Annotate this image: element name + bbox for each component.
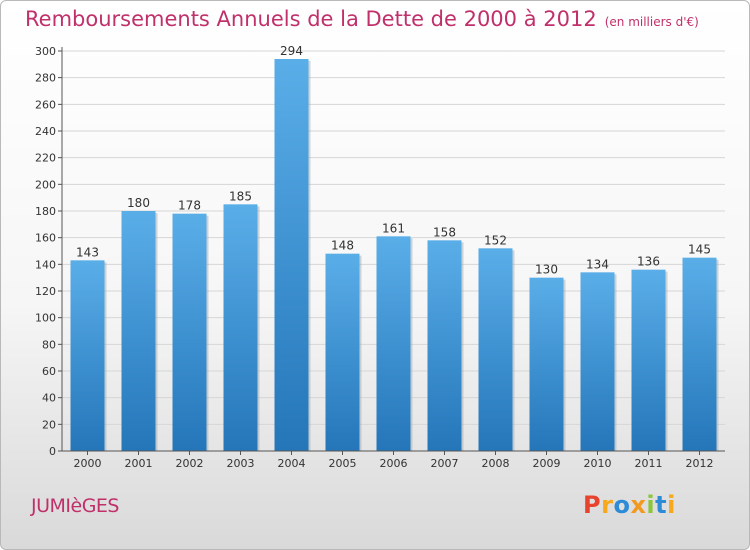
chart-title: Remboursements Annuels de la Dette de 20…: [25, 7, 699, 31]
bar: [121, 211, 156, 451]
commune-name: JUMIèGES: [31, 495, 120, 517]
x-tick-label: 2010: [584, 457, 612, 470]
bar: [682, 257, 717, 451]
x-tick-label: 2007: [431, 457, 459, 470]
x-tick-label: 2004: [278, 457, 306, 470]
x-tick-label: 2006: [380, 457, 408, 470]
bar: [325, 253, 360, 451]
y-tick-label: 300: [35, 45, 56, 58]
y-tick-label: 280: [35, 72, 56, 85]
proxiti-logo: Proxiti: [583, 491, 676, 519]
chart-subtitle: (en milliers d'€): [604, 15, 699, 29]
logo-letter: t: [655, 491, 668, 519]
bar-value-label: 185: [229, 189, 252, 203]
y-tick-label: 160: [35, 232, 56, 245]
bar-value-label: 136: [637, 255, 660, 269]
axis-layer: 0 20 40 60 80 100 120 140 160 180 200 220 240 260 280 3…: [35, 45, 725, 470]
bar: [580, 272, 615, 451]
bar-value-label: 161: [382, 221, 405, 235]
bar-value-label: 152: [484, 233, 507, 247]
x-tick-label: 2012: [686, 457, 714, 470]
y-tick-label: 120: [35, 285, 56, 298]
logo-letter: i: [646, 491, 656, 519]
bar: [376, 236, 411, 451]
y-tick-label: 100: [35, 312, 56, 325]
x-tick-label: 2009: [533, 457, 561, 470]
bar: [223, 204, 258, 451]
x-tick-label: 2003: [227, 457, 255, 470]
bar-value-label: 180: [127, 196, 150, 210]
y-tick-label: 240: [35, 125, 56, 138]
bar: [427, 240, 462, 451]
y-tick-label: 220: [35, 152, 56, 165]
bar-value-label: 145: [688, 243, 711, 257]
bar-value-label: 178: [178, 199, 201, 213]
y-tick-label: 180: [35, 205, 56, 218]
bar-value-label: 148: [331, 239, 354, 253]
bar: [274, 59, 309, 451]
x-tick-label: 2008: [482, 457, 510, 470]
logo-letter: P: [583, 491, 602, 519]
bar: [529, 277, 564, 451]
bar-value-label: 134: [586, 257, 609, 271]
y-tick-label: 60: [42, 365, 56, 378]
bar: [70, 260, 105, 451]
bar: [631, 269, 666, 451]
x-tick-label: 2000: [74, 457, 102, 470]
x-tick-label: 2001: [125, 457, 153, 470]
y-tick-label: 0: [49, 445, 56, 458]
bar-layer: 143 180 178 185 294 148 161 158 152 130 134 136 145: [70, 44, 719, 451]
bar-value-label: 130: [535, 263, 558, 277]
x-tick-label: 2005: [329, 457, 357, 470]
logo-letter: x: [630, 491, 647, 519]
y-tick-label: 40: [42, 392, 56, 405]
y-tick-label: 20: [42, 418, 56, 431]
x-tick-label: 2011: [635, 457, 663, 470]
bar-value-label: 143: [76, 245, 99, 259]
logo-letter: r: [601, 491, 614, 519]
x-tick-label: 2002: [176, 457, 204, 470]
chart-title-text: Remboursements Annuels de la Dette de 20…: [25, 7, 597, 31]
logo-letter: o: [613, 491, 631, 519]
bar: [478, 248, 513, 451]
y-tick-label: 200: [35, 178, 56, 191]
bar: [172, 213, 207, 451]
bar-value-label: 158: [433, 225, 456, 239]
y-tick-label: 140: [35, 258, 56, 271]
y-tick-label: 80: [42, 338, 56, 351]
y-tick-label: 260: [35, 98, 56, 111]
logo-letter: i: [667, 491, 676, 519]
bar-value-label: 294: [280, 44, 303, 58]
